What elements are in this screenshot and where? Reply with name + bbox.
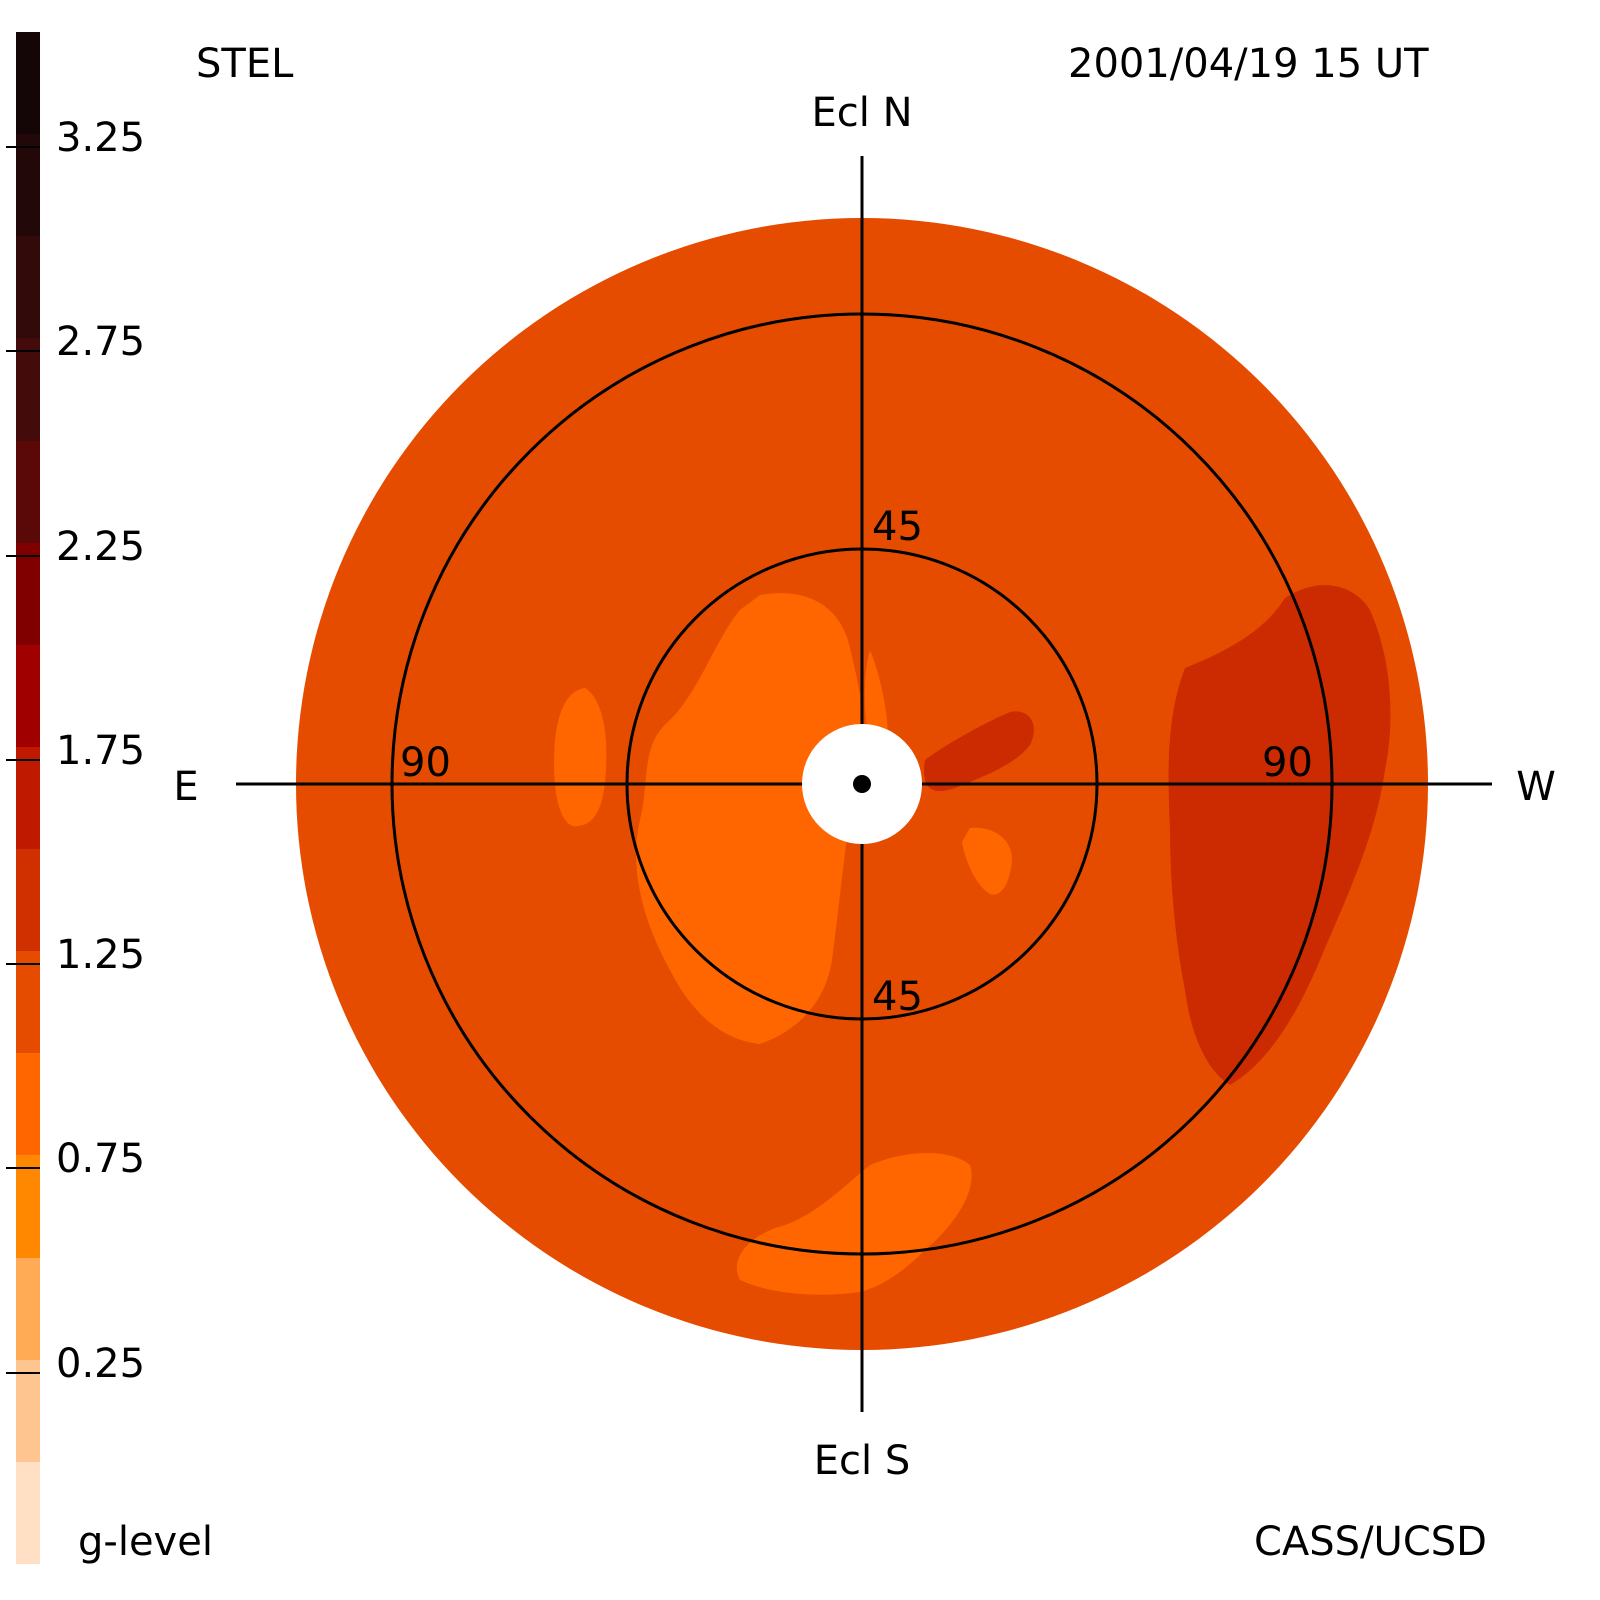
color-scale-band bbox=[16, 1155, 40, 1259]
color-scale-tick-label: 2.25 bbox=[56, 523, 146, 570]
low-region-right-small bbox=[962, 827, 1012, 895]
color-scale-band bbox=[16, 1359, 40, 1463]
color-scale-tick-label: 1.75 bbox=[56, 727, 146, 774]
low-region-east bbox=[554, 688, 607, 827]
instrument-label: STEL bbox=[196, 41, 294, 87]
ecl-south-label: Ecl S bbox=[814, 1438, 910, 1484]
color-scale-band bbox=[16, 338, 40, 442]
color-scale-tick bbox=[6, 1167, 40, 1170]
east-label: E bbox=[173, 764, 198, 810]
ecl-north-label: Ecl N bbox=[811, 90, 912, 136]
low-region-center bbox=[636, 593, 864, 1044]
color-scale-band bbox=[16, 236, 40, 339]
color-scale-tick bbox=[6, 963, 40, 966]
color-scale-band bbox=[16, 746, 40, 850]
color-scale-tick-label: 0.75 bbox=[56, 1136, 146, 1183]
color-scale-band bbox=[16, 440, 40, 544]
color-scale-bar bbox=[16, 32, 40, 1565]
scale-units-label: g-level bbox=[78, 1519, 213, 1565]
high-region-west bbox=[1168, 585, 1391, 1085]
color-scale-band bbox=[16, 134, 40, 237]
sun-center-dot bbox=[853, 775, 871, 793]
color-scale-tick bbox=[6, 1371, 40, 1374]
color-scale-band bbox=[16, 951, 40, 1054]
color-scale-band bbox=[16, 542, 40, 646]
color-scale-band bbox=[16, 849, 40, 952]
low-region-south bbox=[736, 1152, 972, 1295]
color-scale-band bbox=[16, 1053, 40, 1156]
west-label: W bbox=[1516, 764, 1556, 810]
color-scale-tick bbox=[6, 554, 40, 557]
color-scale-tick bbox=[6, 350, 40, 353]
elongation-90-right-label: 90 bbox=[1262, 740, 1313, 786]
color-scale-tick-label: 0.25 bbox=[56, 1340, 146, 1387]
color-scale-band bbox=[16, 644, 40, 748]
color-scale-tick-label: 2.75 bbox=[56, 319, 146, 366]
credit-label: CASS/UCSD bbox=[1254, 1519, 1487, 1565]
elongation-45-bottom-label: 45 bbox=[872, 974, 923, 1020]
color-scale-tick bbox=[6, 758, 40, 761]
color-scale-band bbox=[16, 1461, 40, 1565]
color-scale-band bbox=[16, 32, 40, 135]
high-region-central bbox=[924, 711, 1034, 792]
color-scale-band bbox=[16, 1257, 40, 1361]
elongation-90-left-label: 90 bbox=[400, 740, 451, 786]
elongation-45-top-label: 45 bbox=[872, 504, 923, 550]
color-scale-tick-label: 1.25 bbox=[56, 932, 146, 979]
low-region-center-strip bbox=[864, 650, 888, 747]
color-scale-tick bbox=[6, 146, 40, 149]
color-scale-tick-label: 3.25 bbox=[56, 115, 146, 162]
datetime-label: 2001/04/19 15 UT bbox=[1068, 41, 1429, 87]
